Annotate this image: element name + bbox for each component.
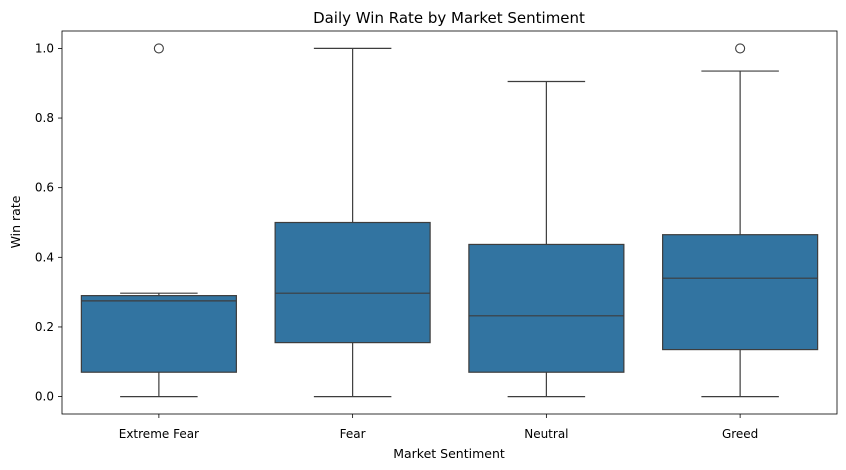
y-tick-label: 0.0 bbox=[35, 390, 54, 404]
x-tick-label: Fear bbox=[340, 427, 366, 441]
y-tick-label: 0.8 bbox=[35, 111, 54, 125]
outlier-point bbox=[735, 43, 746, 54]
iqr-box bbox=[662, 234, 819, 351]
iqr-box bbox=[274, 221, 431, 344]
x-axis-label: Market Sentiment bbox=[393, 446, 505, 461]
outlier-point bbox=[153, 43, 164, 54]
y-tick-label: 1.0 bbox=[35, 41, 54, 55]
y-axis: 0.0 0.2 0.4 0.6 0.8 1.0 bbox=[35, 41, 62, 404]
plot-area bbox=[80, 43, 819, 398]
chart-title: Daily Win Rate by Market Sentiment bbox=[313, 9, 585, 27]
x-tick-label: Neutral bbox=[524, 427, 568, 441]
box-group bbox=[662, 43, 819, 398]
x-tick-label: Greed bbox=[722, 427, 758, 441]
x-tick-label: Extreme Fear bbox=[119, 427, 199, 441]
iqr-box bbox=[80, 295, 237, 373]
y-tick-label: 0.2 bbox=[35, 320, 54, 334]
y-tick-label: 0.6 bbox=[35, 181, 54, 195]
box-group bbox=[468, 80, 625, 398]
plot-frame bbox=[61, 30, 838, 415]
box-group bbox=[274, 47, 431, 398]
y-axis-label: Win rate bbox=[8, 195, 23, 248]
y-tick-label: 0.4 bbox=[35, 250, 54, 264]
x-axis: Extreme Fear Fear Neutral Greed bbox=[119, 414, 758, 441]
iqr-box bbox=[468, 243, 625, 373]
box-group bbox=[80, 43, 237, 398]
